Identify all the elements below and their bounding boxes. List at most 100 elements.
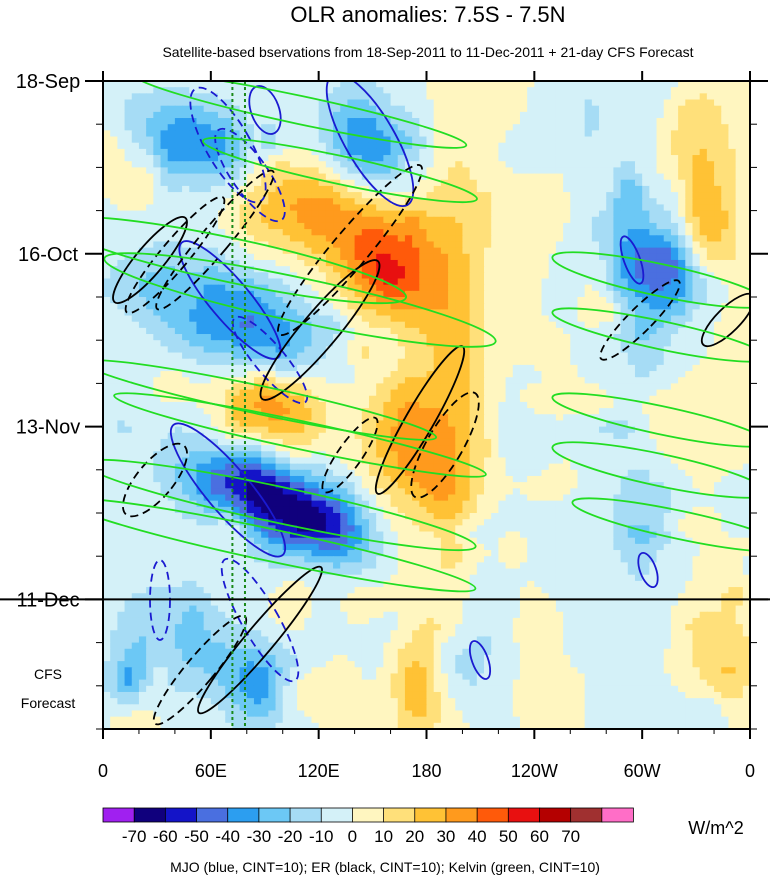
olr-cell xyxy=(419,235,428,243)
olr-cell xyxy=(440,321,449,329)
olr-cell xyxy=(699,167,708,175)
olr-cell xyxy=(304,204,313,212)
olr-cell xyxy=(570,229,579,236)
olr-cell xyxy=(642,155,650,162)
olr-cell xyxy=(174,204,183,212)
olr-cell xyxy=(383,167,392,175)
olr-cell xyxy=(714,204,722,212)
olr-cell xyxy=(627,259,636,267)
olr-cell xyxy=(484,148,492,156)
olr-cell xyxy=(577,401,586,409)
olr-cell xyxy=(246,266,255,273)
olr-cell xyxy=(390,235,399,243)
olr-cell xyxy=(469,334,478,341)
olr-cell xyxy=(606,222,615,230)
olr-cell xyxy=(124,222,133,230)
olr-cell xyxy=(160,290,169,298)
olr-cell xyxy=(735,315,744,323)
olr-cell xyxy=(218,142,226,150)
olr-cell xyxy=(634,173,643,181)
olr-cell xyxy=(203,167,212,175)
olr-cell xyxy=(498,173,507,181)
olr-cell xyxy=(282,87,291,94)
olr-cell xyxy=(412,259,420,267)
olr-cell xyxy=(153,204,162,212)
olr-cell xyxy=(663,272,672,280)
olr-cell xyxy=(584,179,593,187)
olr-cell xyxy=(455,192,464,199)
olr-cell xyxy=(706,278,715,286)
olr-cell xyxy=(225,198,233,206)
olr-cell xyxy=(541,105,550,113)
olr-cell xyxy=(498,130,507,138)
olr-cell xyxy=(218,235,226,243)
olr-cell xyxy=(714,284,722,292)
olr-cell xyxy=(541,383,550,391)
olr-cell xyxy=(196,334,205,341)
olr-cell xyxy=(167,383,176,391)
olr-cell xyxy=(124,247,133,255)
olr-cell xyxy=(253,259,262,267)
olr-cell xyxy=(742,414,750,422)
olr-cell xyxy=(297,241,305,249)
olr-cell xyxy=(634,155,643,162)
olr-cell xyxy=(469,185,478,193)
olr-cell xyxy=(563,371,571,378)
olr-cell xyxy=(577,290,586,298)
olr-cell xyxy=(678,185,686,193)
olr-cell xyxy=(239,395,248,403)
olr-cell xyxy=(361,364,370,372)
olr-cell xyxy=(584,377,593,384)
olr-cell xyxy=(318,253,327,261)
olr-cell xyxy=(620,408,629,415)
olr-cell xyxy=(512,284,521,292)
olr-cell xyxy=(268,247,277,255)
olr-cell xyxy=(541,321,550,329)
olr-cell xyxy=(297,118,305,125)
olr-cell xyxy=(311,247,320,255)
olr-cell xyxy=(282,346,291,354)
olr-cell xyxy=(390,204,399,212)
olr-cell xyxy=(189,130,198,138)
olr-cell xyxy=(627,93,636,101)
olr-cell xyxy=(311,327,320,335)
olr-cell xyxy=(577,383,586,391)
olr-cell xyxy=(282,124,291,131)
olr-cell xyxy=(599,192,607,199)
olr-cell xyxy=(275,377,284,384)
olr-cell xyxy=(649,327,658,335)
olr-cell xyxy=(706,327,715,335)
olr-cell xyxy=(361,192,370,199)
olr-cell xyxy=(297,142,305,150)
olr-cell xyxy=(275,247,284,255)
olr-cell xyxy=(311,192,320,199)
olr-cell xyxy=(469,352,478,360)
olr-cell xyxy=(103,185,111,193)
olr-cell xyxy=(728,408,737,415)
olr-cell xyxy=(282,371,291,378)
olr-cell xyxy=(117,408,126,415)
olr-cell xyxy=(304,340,313,347)
olr-cell xyxy=(577,364,586,372)
olr-cell xyxy=(160,93,169,101)
olr-cell xyxy=(103,278,111,286)
olr-cell xyxy=(512,204,521,212)
olr-cell xyxy=(462,179,471,187)
olr-cell xyxy=(160,247,169,255)
olr-cell xyxy=(110,81,118,88)
olr-cell xyxy=(412,266,420,273)
olr-cell xyxy=(663,192,672,199)
olr-cell xyxy=(491,173,499,181)
olr-cell xyxy=(103,408,111,415)
olr-cell xyxy=(591,105,600,113)
olr-cell xyxy=(469,142,478,150)
olr-cell xyxy=(613,87,622,94)
olr-cell xyxy=(275,358,284,366)
olr-cell xyxy=(124,383,133,391)
olr-cell xyxy=(649,198,658,206)
olr-cell xyxy=(253,87,262,94)
olr-cell xyxy=(182,185,190,193)
olr-cell xyxy=(131,364,140,372)
olr-cell xyxy=(577,408,586,415)
olr-cell xyxy=(318,303,327,310)
